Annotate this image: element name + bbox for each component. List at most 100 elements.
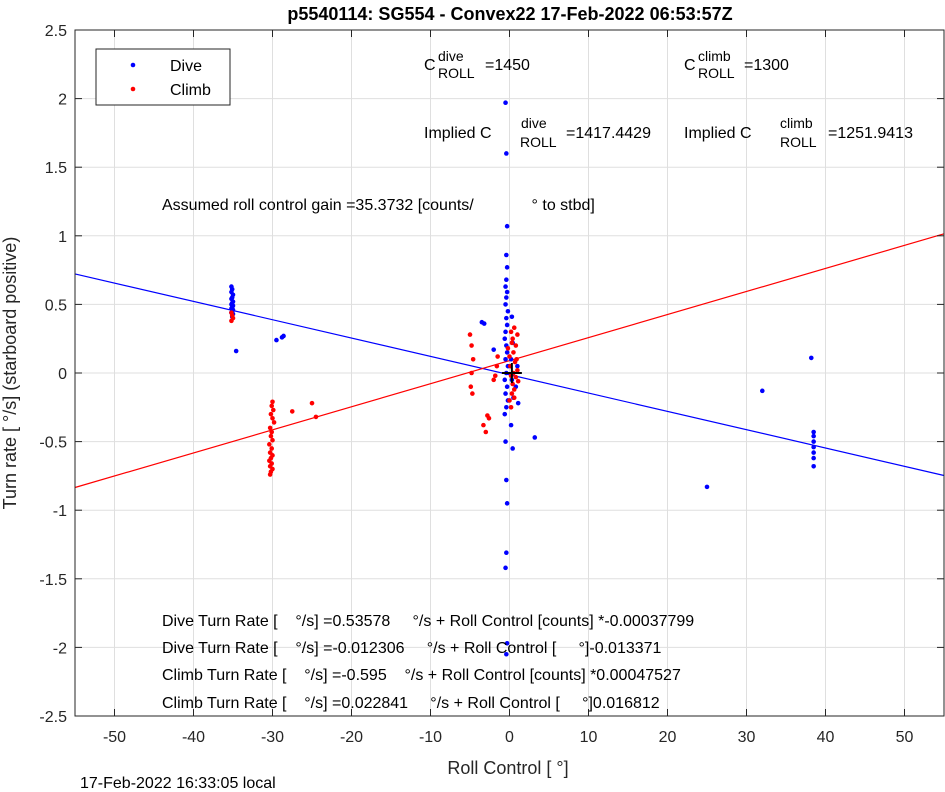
- dive-point: [811, 444, 816, 450]
- c-dive-sub: ROLL: [438, 65, 475, 81]
- implied-dive-sup: dive: [521, 115, 547, 131]
- dive-point: [504, 501, 510, 506]
- y-tick-label: -1: [53, 503, 67, 520]
- legend-dive-marker: [130, 62, 136, 68]
- dive-point: [491, 347, 497, 352]
- dive-point: [515, 363, 520, 369]
- climb-point: [511, 395, 517, 400]
- dive-point: [504, 350, 510, 355]
- climb-point: [481, 422, 486, 428]
- x-tick-label: 10: [580, 729, 598, 746]
- dive-point: [811, 429, 816, 435]
- x-tick-label: -40: [182, 729, 205, 746]
- dive-point: [502, 377, 508, 383]
- climb-point: [271, 420, 277, 425]
- y-tick-label: 1: [58, 229, 67, 246]
- climb-point: [467, 332, 473, 337]
- implied-dive-sub: ROLL: [520, 134, 557, 150]
- climb-point: [289, 409, 295, 414]
- climb-point: [515, 367, 520, 373]
- footer-timestamp: 17-Feb-2022 16:33:05 local: [80, 775, 276, 792]
- climb-point: [267, 472, 273, 477]
- x-tick-label: 30: [738, 729, 756, 746]
- climb-point: [511, 387, 517, 392]
- climb-point: [270, 407, 276, 413]
- climb-point: [507, 398, 512, 403]
- climb-point: [269, 446, 275, 451]
- dive-point: [504, 315, 509, 321]
- dive-point: [504, 405, 509, 410]
- x-tick-label: 50: [896, 729, 914, 746]
- x-tick-label: 0: [505, 729, 514, 746]
- fit-equation-1: Dive Turn Rate [ °/s] =0.53578 °/s + Rol…: [162, 613, 694, 630]
- climb-point: [486, 415, 492, 421]
- legend-climb-marker: [130, 86, 136, 92]
- climb-point: [267, 442, 272, 447]
- climb-point: [491, 377, 497, 383]
- dive-point: [504, 477, 509, 483]
- dive-point: [811, 433, 816, 439]
- y-tick-label: -2.5: [39, 709, 67, 726]
- dive-point: [503, 439, 508, 444]
- climb-point: [309, 400, 315, 406]
- dive-point: [760, 388, 765, 394]
- c-climb-value: =1300: [744, 57, 789, 74]
- climb-point: [483, 429, 489, 435]
- climb-point: [270, 399, 275, 405]
- implied-climb-value: =1251.9413: [828, 125, 913, 142]
- dive-point: [504, 550, 509, 556]
- dive-point: [505, 308, 511, 314]
- climb-point: [505, 346, 511, 351]
- climb-point: [508, 329, 514, 335]
- dive-point: [503, 329, 508, 335]
- data-points: [229, 100, 816, 657]
- dive-point: [503, 391, 508, 396]
- dive-point: [503, 302, 508, 307]
- c-climb-sub: ROLL: [698, 65, 735, 81]
- dive-point: [504, 252, 509, 258]
- dive-point: [532, 435, 538, 440]
- implied-c-climb-annotation: Implied C climb ROLL =1251.9413: [684, 115, 913, 150]
- x-tick-label: -50: [103, 729, 126, 746]
- dive-point: [503, 356, 508, 362]
- c-dive-label: C: [424, 57, 436, 74]
- climb-point: [313, 414, 319, 420]
- climb-point: [268, 411, 274, 417]
- climb-point: [269, 429, 275, 435]
- dive-point: [811, 463, 816, 469]
- x-tick-label: -10: [419, 729, 442, 746]
- climb-point: [509, 340, 515, 346]
- climb-point: [509, 391, 515, 396]
- c-climb-label: C: [684, 57, 696, 74]
- dive-point: [233, 348, 239, 354]
- climb-point: [270, 437, 275, 443]
- climb-point: [470, 356, 476, 362]
- dive-point: [281, 333, 286, 339]
- climb-point: [511, 350, 516, 355]
- climb-point: [269, 403, 275, 409]
- dive-point: [503, 100, 508, 106]
- c-dive-value: =1450: [485, 57, 530, 74]
- dive-point: [503, 565, 508, 571]
- climb-point: [469, 343, 474, 348]
- x-tick-label: 20: [659, 729, 677, 746]
- dive-point: [504, 322, 510, 328]
- dive-point: [704, 484, 710, 490]
- dive-point: [508, 422, 514, 428]
- y-tick-label: -1.5: [39, 572, 67, 589]
- y-tick-label: 2: [58, 92, 67, 109]
- x-axis-label: Roll Control [ °]: [447, 758, 568, 778]
- axis-ticks: -50 -40 -30 -20 -10 0 10 20 30 40 50-2.5-2-1.5-1-0…: [39, 23, 944, 746]
- climb-point: [267, 425, 273, 431]
- climb-point: [495, 354, 500, 359]
- y-tick-label: 1.5: [45, 160, 67, 177]
- dive-point: [504, 640, 510, 646]
- dive-point: [502, 411, 508, 417]
- dive-point: [504, 223, 510, 229]
- chart-title: p5540114: SG554 - Convex22 17-Feb-2022 0…: [287, 4, 732, 24]
- y-axis-label: Turn rate [ °/s] (starboard positive): [0, 237, 20, 510]
- dive-point: [808, 355, 814, 361]
- y-tick-label: -0.5: [39, 435, 67, 452]
- implied-climb-sup: climb: [780, 115, 813, 131]
- climb-point: [270, 415, 275, 421]
